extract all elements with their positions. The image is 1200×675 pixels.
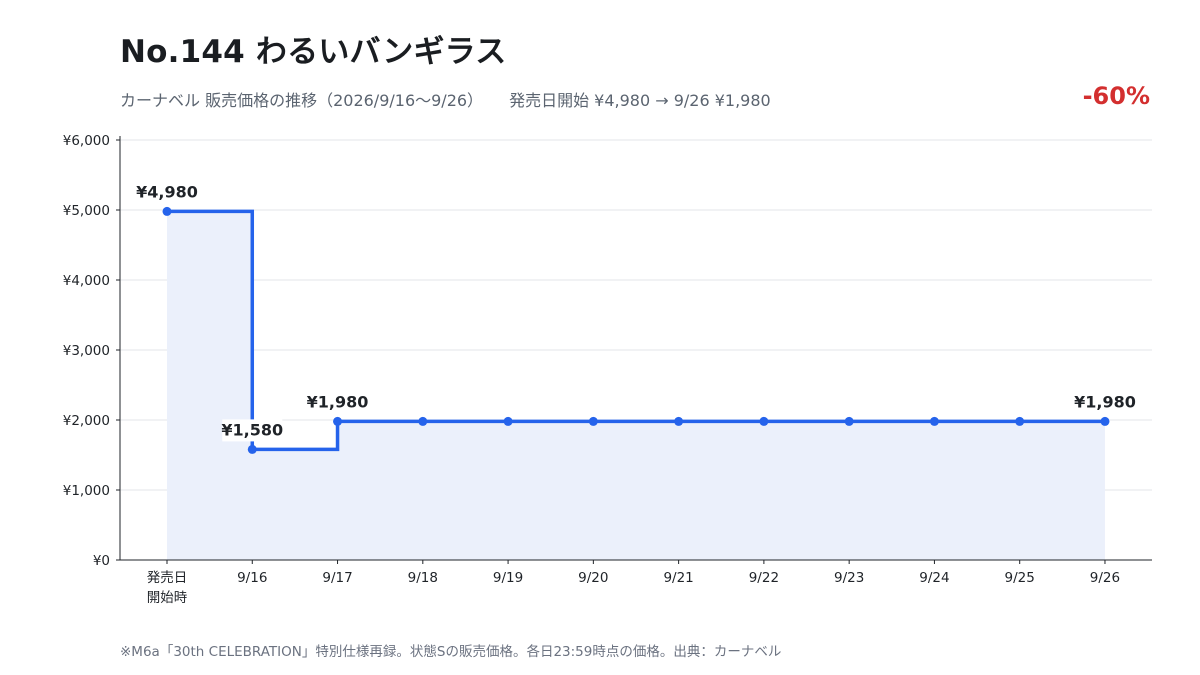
subtitle-price-change: 発売日開始 ¥4,980 → 9/26 ¥1,980 — [509, 91, 771, 110]
data-point — [929, 416, 939, 426]
data-label: ¥1,980 — [307, 392, 369, 411]
x-tick-label: 9/19 — [493, 570, 523, 586]
data-point — [1015, 416, 1025, 426]
x-tick-label-line: 9/26 — [1090, 570, 1120, 586]
area-fill — [167, 211, 1105, 560]
area-fill-shape — [167, 211, 1105, 560]
data-point — [503, 416, 513, 426]
x-tick-label-line: 9/21 — [663, 570, 693, 586]
data-label: ¥1,980 — [1074, 392, 1136, 411]
y-tick-label: ¥5,000 — [63, 203, 110, 219]
y-tick-labels: ¥0 ¥1,000 ¥2,000 ¥3,000 ¥4,000 ¥5,000 ¥6,000 — [63, 133, 110, 569]
data-point — [588, 416, 598, 426]
y-tick-label: ¥0 — [93, 553, 110, 569]
y-tick-label: ¥2,000 — [63, 413, 110, 429]
data-label-bg — [222, 419, 283, 442]
x-tick-label-line: 9/23 — [834, 570, 864, 586]
x-tick-label: 9/20 — [578, 570, 608, 586]
y-tick-label: ¥6,000 — [63, 133, 110, 149]
data-label: ¥1,580 — [221, 420, 283, 439]
x-tick-label-line: 発売日 — [147, 570, 188, 586]
axes — [116, 136, 1152, 564]
data-points — [162, 206, 1110, 454]
x-tick-label-line: 9/22 — [749, 570, 779, 586]
x-tick-label: 9/16 — [237, 570, 267, 586]
x-tick-label: 9/25 — [1005, 570, 1035, 586]
x-tick-label-line: 9/19 — [493, 570, 523, 586]
data-point — [1100, 416, 1110, 426]
x-tick-label-line: 9/20 — [578, 570, 608, 586]
x-tick-label-line: 9/17 — [322, 570, 352, 586]
data-point — [674, 416, 684, 426]
x-tick-label-line: 9/16 — [237, 570, 267, 586]
change-percent-badge: -60% — [1082, 82, 1150, 110]
x-tick-labels: 発売日開始時 9/16 9/17 9/18 9/19 9/20 9/21 9/22 9/23 9/… — [147, 570, 1120, 606]
series-line — [167, 209, 1105, 452]
y-tick-label: ¥3,000 — [63, 343, 110, 359]
footnote: ※M6a「30th CELEBRATION」特別仕様再録。状態Sの販売価格。各日… — [120, 644, 782, 660]
x-tick-label: 9/17 — [322, 570, 352, 586]
chart-title: No.144 わるいバンギラス — [120, 34, 507, 70]
data-point — [844, 416, 854, 426]
x-tick-label: 発売日開始時 — [147, 570, 188, 606]
x-tick-label: 9/22 — [749, 570, 779, 586]
x-tick-label: 9/26 — [1090, 570, 1120, 586]
y-tick-label: ¥4,000 — [63, 273, 110, 289]
x-tick-label: 9/18 — [408, 570, 438, 586]
data-point — [247, 444, 257, 454]
x-tick-label: 9/23 — [834, 570, 864, 586]
data-label: ¥4,980 — [136, 182, 198, 201]
data-point — [418, 416, 428, 426]
subtitle-period: カーナベル 販売価格の推移（2026/9/16〜9/26） — [120, 91, 484, 110]
data-point — [333, 416, 343, 426]
x-tick-label-line: 開始時 — [147, 590, 188, 606]
data-labels: ¥4,980 ¥1,580 ¥1,980 ¥1,980 — [136, 182, 1136, 442]
chart-subtitle: カーナベル 販売価格の推移（2026/9/16〜9/26） 発売日開始 ¥4,98… — [120, 87, 771, 111]
data-point — [162, 206, 172, 216]
x-tick-label-line: 9/24 — [919, 570, 949, 586]
x-tick-label: 9/21 — [663, 570, 693, 586]
series-step-line — [167, 209, 1105, 452]
x-tick-label: 9/24 — [919, 570, 949, 586]
x-tick-label-line: 9/25 — [1005, 570, 1035, 586]
data-point — [759, 416, 769, 426]
y-tick-label: ¥1,000 — [63, 483, 110, 499]
x-tick-label-line: 9/18 — [408, 570, 438, 586]
